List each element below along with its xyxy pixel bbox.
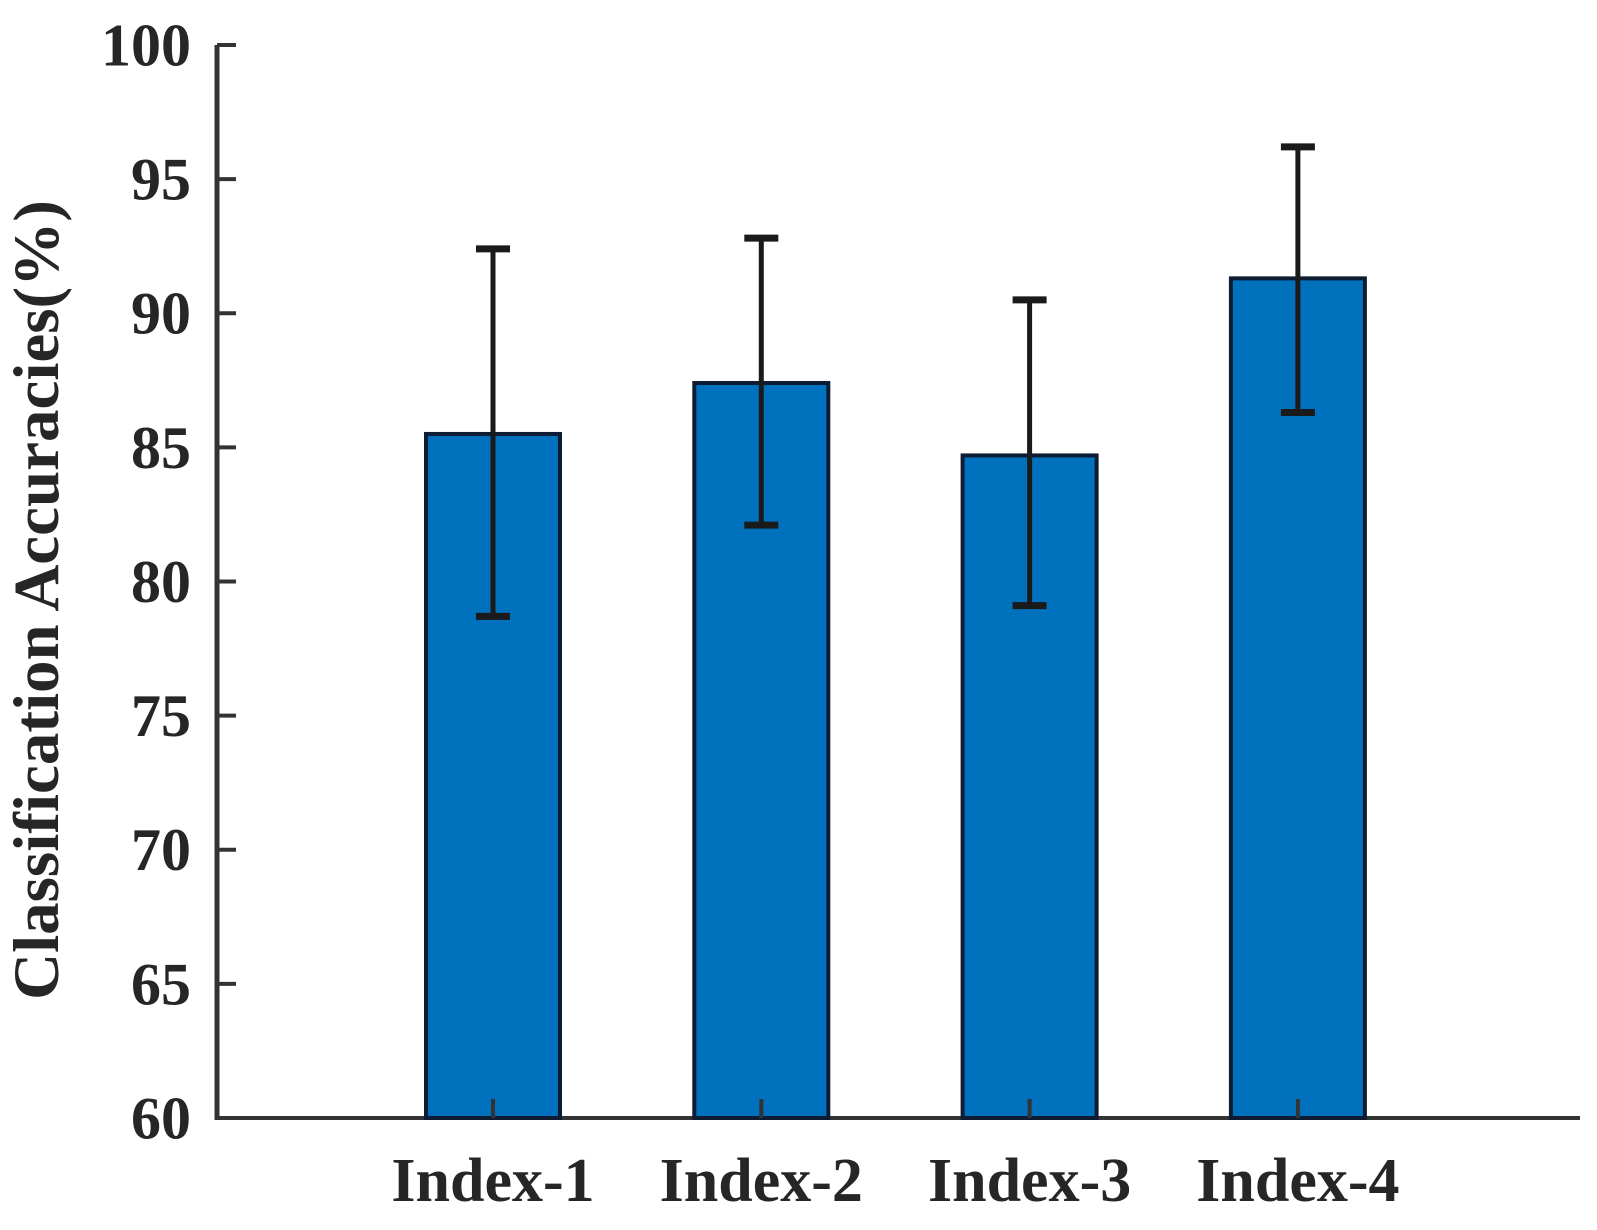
- y-tick-label: 60: [131, 1085, 191, 1151]
- y-tick-label: 85: [131, 415, 191, 481]
- x-category-label: Index-3: [928, 1147, 1131, 1215]
- y-tick-label: 80: [131, 549, 191, 615]
- y-tick-label: 65: [131, 951, 191, 1017]
- x-category-label: Index-1: [391, 1147, 594, 1215]
- y-tick-label: 100: [101, 12, 191, 78]
- y-tick-label: 95: [131, 147, 191, 213]
- y-axis-title: Classification Accuracies(%): [1, 200, 73, 1000]
- bar: [1228, 276, 1367, 1120]
- y-tick-label: 70: [131, 817, 191, 883]
- x-category-label: Index-2: [660, 1147, 863, 1215]
- y-tick-label: 75: [131, 683, 191, 749]
- y-tick-label: 90: [131, 281, 191, 347]
- x-category-label: Index-4: [1196, 1147, 1399, 1215]
